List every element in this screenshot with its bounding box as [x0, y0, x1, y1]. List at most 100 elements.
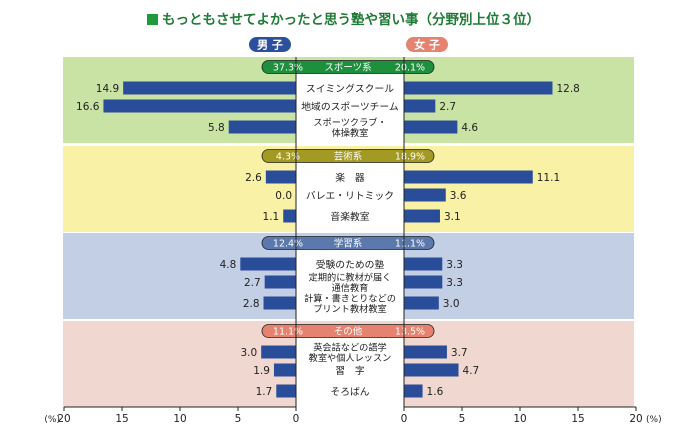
tick-label-right: 15 — [571, 413, 584, 425]
data-label-boys: 16.6 — [76, 101, 100, 113]
bar-girls — [404, 257, 443, 271]
group-girls-pct-1: 18.9% — [395, 152, 425, 163]
category-label-line1: スポーツクラブ・ — [313, 117, 386, 129]
bar-girls — [404, 345, 447, 359]
data-label-girls: 4.7 — [463, 365, 480, 377]
bar-girls — [404, 275, 443, 289]
data-label-girls: 4.6 — [461, 122, 478, 134]
bar-girls — [404, 170, 533, 184]
tick-label-left: 0 — [293, 413, 300, 425]
data-label-girls: 3.6 — [450, 190, 467, 202]
tick-label-right: 0 — [401, 413, 408, 425]
category-label: 音楽教室 — [330, 210, 369, 223]
group-boys-pct-2: 12.4% — [273, 239, 303, 250]
bar-boys — [228, 120, 296, 134]
category-label-line2: 通信教育 — [332, 282, 369, 294]
data-label-girls: 2.7 — [439, 101, 456, 113]
data-label-boys: 0.0 — [275, 190, 292, 202]
axis-unit-left: (%) — [44, 415, 60, 425]
bar-girls — [404, 209, 440, 223]
group-pill-3 — [261, 324, 435, 338]
boys-legend-label: 男 子 — [257, 39, 283, 52]
data-label-girls: 3.0 — [443, 298, 460, 310]
group-pill-1 — [261, 149, 435, 163]
data-label-girls: 3.7 — [451, 347, 468, 359]
tick-label-left: 15 — [115, 413, 128, 425]
data-label-boys: 1.9 — [253, 365, 270, 377]
bar-girls — [404, 363, 459, 377]
bar-girls — [404, 120, 458, 134]
chart-title-text: もっともさせてよかったと思う塾や習い事（分野別上位３位） — [162, 12, 540, 28]
category-label: 楽 器 — [335, 171, 365, 184]
bar-girls — [404, 99, 436, 113]
girls-legend-label: 女 子 — [414, 38, 440, 52]
group-center-column-0 — [296, 69, 404, 143]
group-center-column-2 — [296, 245, 404, 319]
category-label-line1: 計算・書きとりなどの — [304, 293, 396, 305]
category-label: スイミングスクール — [306, 82, 394, 95]
bar-boys — [276, 384, 296, 398]
title-square-icon — [147, 14, 158, 25]
group-pill-2 — [261, 236, 435, 250]
group-name-2: 学習系 — [334, 238, 363, 250]
axis-unit-right: (%) — [646, 415, 662, 425]
category-label-line2: 教室や個人レッスン — [309, 352, 392, 364]
category-label-line1: 英会話などの語学 — [313, 342, 387, 354]
group-center-column-1 — [296, 158, 404, 232]
girls-legend-badge — [406, 37, 448, 52]
group-boys-pct-0: 37.3% — [273, 63, 303, 74]
data-label-girls: 12.8 — [556, 83, 579, 95]
bar-boys — [240, 257, 296, 271]
group-girls-pct-3: 13.5% — [395, 327, 425, 338]
data-label-boys: 5.8 — [208, 122, 225, 134]
tick-label-left: 10 — [173, 413, 186, 425]
tick-label-right: 20 — [629, 413, 642, 425]
category-label-line1: 定期的に教材が届く — [309, 272, 392, 284]
data-label-boys: 1.1 — [263, 211, 280, 223]
group-name-1: 芸術系 — [334, 151, 363, 163]
data-label-boys: 2.8 — [243, 298, 260, 310]
bar-girls — [404, 81, 553, 95]
data-label-boys: 1.7 — [256, 386, 273, 398]
data-label-girls: 3.3 — [446, 259, 463, 271]
group-name-3: その他 — [334, 326, 363, 338]
bar-boys — [263, 296, 296, 310]
data-label-boys: 14.9 — [96, 83, 119, 95]
data-label-boys: 2.7 — [244, 277, 261, 289]
category-label: 地域のスポーツチーム — [301, 100, 399, 113]
group-girls-pct-2: 11.1% — [395, 239, 425, 250]
category-label: 習 字 — [335, 364, 365, 377]
tick-label-right: 5 — [459, 413, 466, 425]
category-label: 受験のための塾 — [316, 258, 385, 271]
group-boys-pct-3: 11.1% — [273, 327, 303, 338]
bar-boys — [283, 209, 296, 223]
bar-girls — [404, 384, 423, 398]
data-label-girls: 3.1 — [444, 211, 461, 223]
group-name-0: スポーツ系 — [324, 63, 371, 74]
category-label-line2: 体操教室 — [332, 127, 369, 139]
bar-girls — [404, 188, 446, 202]
group-pill-0 — [261, 60, 435, 74]
bar-boys — [265, 170, 296, 184]
bar-boys — [273, 363, 296, 377]
bar-boys — [103, 99, 296, 113]
bar-girls — [404, 296, 439, 310]
group-boys-pct-1: 4.3% — [276, 152, 300, 163]
bar-boys — [123, 81, 296, 95]
tick-label-right: 10 — [513, 413, 526, 425]
category-label: そろばん — [330, 386, 369, 398]
category-label: バレエ・リトミック — [306, 190, 394, 202]
data-label-boys: 3.0 — [240, 347, 257, 359]
chart-title: もっともさせてよかったと思う塾や習い事（分野別上位３位） — [0, 8, 687, 28]
group-center-column-3 — [296, 333, 404, 407]
tick-label-left: 5 — [235, 413, 242, 425]
group-girls-pct-0: 20.1% — [395, 63, 425, 74]
data-label-boys: 4.8 — [220, 259, 237, 271]
data-label-girls: 1.6 — [427, 386, 444, 398]
data-label-girls: 3.3 — [446, 277, 463, 289]
bar-boys — [264, 275, 296, 289]
bar-boys — [261, 345, 296, 359]
data-label-girls: 11.1 — [537, 172, 560, 184]
category-label-line2: プリント教材教室 — [313, 303, 387, 315]
